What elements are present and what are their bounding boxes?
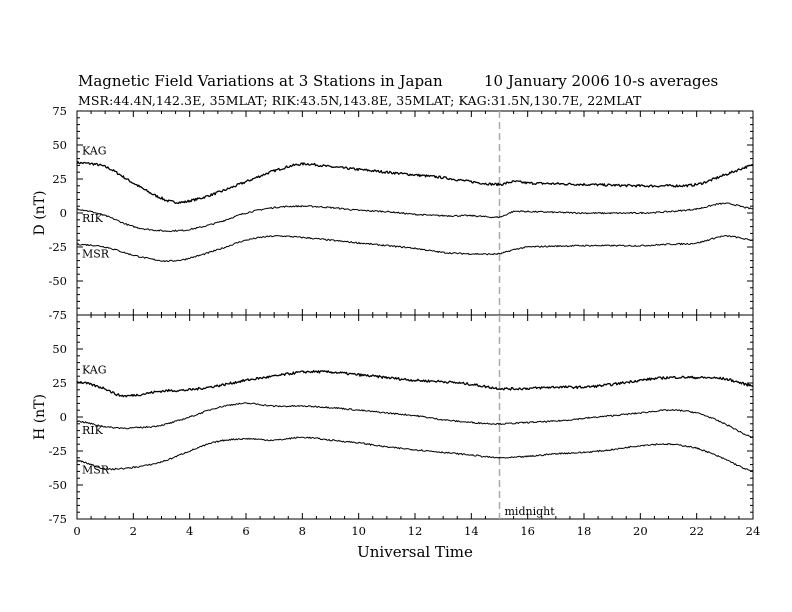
x-tick-label: 6: [242, 524, 249, 538]
x-tick-label: 4: [186, 524, 193, 538]
chart-title: Magnetic Field Variations at 3 Stations …: [78, 72, 443, 90]
series-msr-d-line: [76, 235, 754, 263]
panel-d-ytick-label: 0: [60, 206, 67, 220]
panel-h-ytick-label: -75: [48, 512, 67, 526]
panel-h-ytick-label: -25: [48, 444, 67, 458]
series-kag-d-line: [76, 161, 754, 205]
x-tick-label: 2: [130, 524, 137, 538]
x-tick-label: 18: [577, 524, 592, 538]
panel-d-ytick-label: -25: [48, 240, 67, 254]
chart-title-row: Magnetic Field Variations at 3 Stations …: [78, 72, 758, 92]
panel-d-ytick-label: -75: [48, 308, 67, 322]
series-kag-h-label: KAG: [82, 364, 107, 377]
series-msr-h-label: MSR: [82, 464, 110, 477]
panel-h-ylabel: H (nT): [32, 394, 48, 440]
midnight-label: midnight: [505, 505, 556, 518]
chart-date: 10 January 2006: [484, 72, 610, 90]
panel-d-ytick-label: 75: [52, 104, 67, 118]
series-rik-d-line: [76, 202, 754, 233]
panel-h-ytick-label: -50: [48, 478, 67, 492]
x-tick-label: 0: [73, 524, 80, 538]
series-rik-d-label: RIK: [82, 212, 104, 225]
chart-averaging: 10-s averages: [613, 72, 719, 90]
panel-h-ytick-label: 50: [52, 342, 67, 356]
series-rik-h-line: [76, 402, 754, 438]
x-tick-label: 22: [689, 524, 704, 538]
x-tick-label: 20: [633, 524, 648, 538]
panel-h-ytick-label: 0: [60, 410, 67, 424]
series-kag-h-line: [76, 369, 754, 398]
series-kag-d-label: KAG: [82, 145, 107, 158]
panel-h-ytick-label: 25: [52, 376, 67, 390]
panel-h-frame: [76, 314, 754, 520]
panel-d-ylabel: D (nT): [32, 191, 48, 236]
x-tick-label: 12: [408, 524, 423, 538]
panel-d-ytick-label: 25: [52, 172, 67, 186]
series-msr-d-label: MSR: [82, 247, 110, 260]
series-msr-h-line: [76, 436, 754, 472]
x-axis-label: Universal Time: [357, 543, 473, 561]
series-rik-h-label: RIK: [82, 424, 104, 437]
x-tick-label: 8: [299, 524, 306, 538]
panel-d-ytick-label: 50: [52, 138, 67, 152]
x-tick-label: 10: [351, 524, 366, 538]
x-tick-label: 24: [746, 524, 761, 538]
panel-d-ytick-label: -50: [48, 274, 67, 288]
station-coordinates: MSR:44.4N,142.3E, 35MLAT; RIK:43.5N,143.…: [78, 93, 642, 108]
x-tick-label: 16: [520, 524, 535, 538]
x-tick-label: 14: [464, 524, 479, 538]
